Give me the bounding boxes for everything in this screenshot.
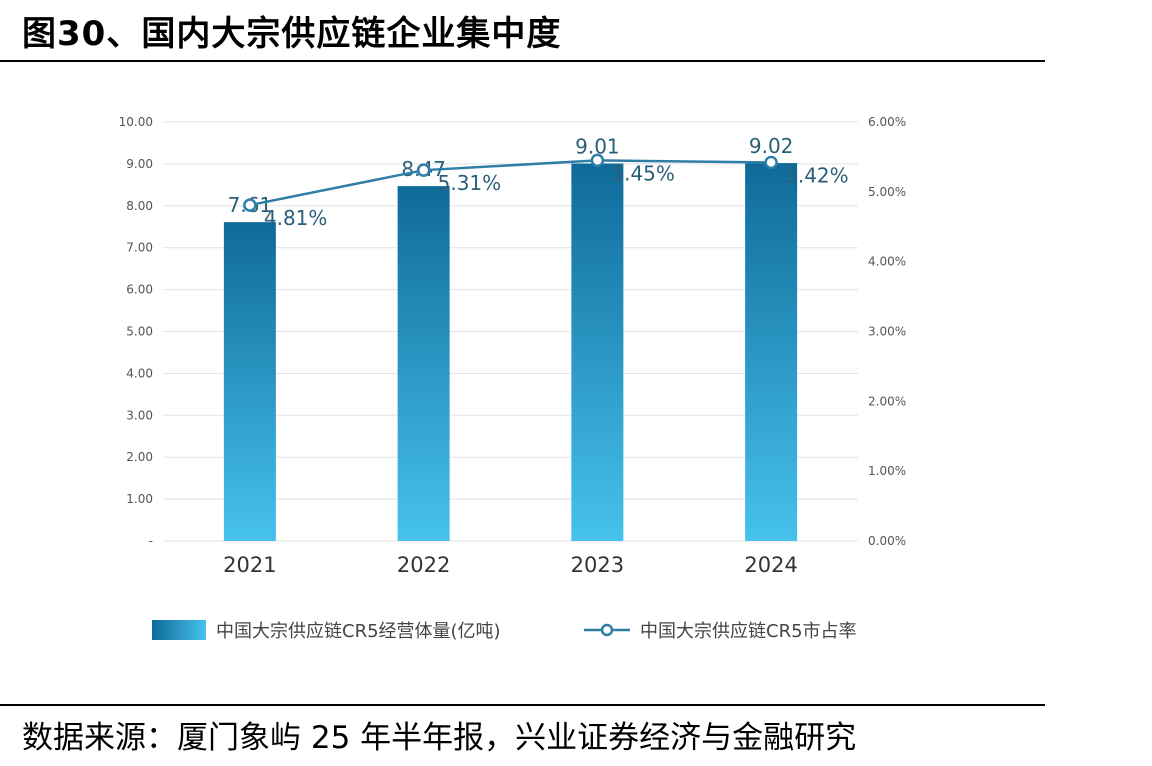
y-left-tick-label: 8.00	[126, 199, 153, 213]
bar-value-label: 9.02	[749, 134, 794, 158]
y-left-tick-label: 6.00	[126, 283, 153, 297]
chart-title: 图30、国内大宗供应链企业集中度	[22, 14, 562, 54]
x-tick-label: 2023	[571, 553, 624, 577]
y-left-tick-label: 5.00	[126, 325, 153, 339]
source-note: 数据来源：厦门象屿 25 年半年报，兴业证券经济与金融研究	[22, 720, 857, 756]
y-left-tick-label: 4.00	[126, 366, 153, 380]
y-left-tick-label: 1.00	[126, 492, 153, 506]
y-right-tick-label: 6.00%	[868, 115, 906, 129]
title-rule	[0, 60, 1045, 62]
source-rule	[0, 704, 1045, 706]
legend-line-marker	[600, 623, 614, 637]
y-right-tick-label: 5.00%	[868, 185, 906, 199]
line-value-label: 5.31%	[438, 171, 502, 195]
y-right-tick-label: 1.00%	[868, 464, 906, 478]
bar	[745, 163, 798, 541]
legend-bar-label: 中国大宗供应链CR5经营体量(亿吨)	[216, 621, 501, 642]
y-left-tick-label: 7.00	[126, 241, 153, 255]
y-left-tick-label: 3.00	[126, 408, 153, 422]
line-series	[249, 159, 772, 207]
x-tick-label: 2024	[744, 553, 797, 577]
y-left-tick-label: 2.00	[126, 450, 153, 464]
bar	[397, 186, 450, 541]
line-point	[416, 163, 431, 177]
y-right-tick-label: 4.00%	[868, 255, 906, 269]
line-point	[590, 153, 605, 168]
legend-bar-swatch	[152, 620, 206, 640]
y-left-tick-label: -	[149, 534, 153, 548]
y-left-tick-label: 9.00	[126, 157, 153, 171]
y-left-tick-label: 10.00	[119, 115, 153, 129]
legend-line-label: 中国大宗供应链CR5市占率	[640, 621, 857, 642]
line-value-label: 5.45%	[611, 161, 675, 185]
line-point	[243, 198, 257, 212]
y-right-tick-label: 0.00%	[868, 534, 906, 548]
y-right-tick-label: 3.00%	[868, 325, 906, 339]
x-tick-label: 2022	[397, 553, 450, 577]
chart-svg: - 1.00 2.00 3.00 4.00 5.00 6.00 7.00 8.00 9.00 10.…	[119, 115, 906, 642]
line-point	[764, 155, 778, 170]
line-value-label: 4.81%	[264, 206, 328, 230]
line-value-label: 5.42%	[785, 164, 849, 188]
bar	[571, 163, 624, 541]
y-right-tick-label: 2.00%	[868, 394, 906, 408]
x-tick-label: 2021	[223, 553, 276, 577]
bar	[223, 222, 276, 542]
